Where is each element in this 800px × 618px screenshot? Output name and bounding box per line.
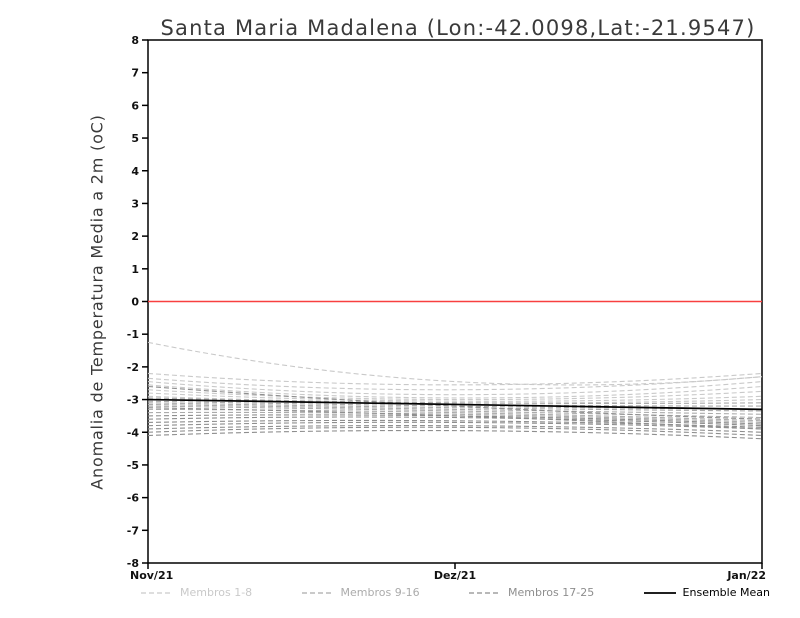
legend: Membros 1-8 Membros 9-16 Membros 17-25 E…	[140, 586, 770, 599]
legend-swatch-dashed-icon	[301, 591, 334, 594]
svg-text:2: 2	[131, 230, 139, 243]
legend-swatch-dashed-icon	[141, 591, 173, 594]
svg-text:6: 6	[131, 99, 139, 112]
svg-text:-4: -4	[127, 426, 140, 439]
svg-text:Dez/21: Dez/21	[434, 569, 476, 582]
svg-text:0: 0	[131, 296, 139, 309]
svg-text:3: 3	[131, 197, 139, 210]
svg-text:-2: -2	[127, 361, 139, 374]
svg-text:7: 7	[131, 67, 139, 80]
svg-text:-7: -7	[127, 524, 139, 537]
svg-text:4: 4	[131, 165, 139, 178]
legend-label: Membros 17-25	[508, 586, 595, 599]
chart-title: Santa Maria Madalena (Lon:-42.0098,Lat:-…	[160, 16, 756, 40]
svg-text:5: 5	[131, 132, 139, 145]
svg-text:-6: -6	[127, 492, 140, 505]
legend-label: Membros 1-8	[180, 586, 253, 599]
legend-item-members-17-25: Membros 17-25	[468, 586, 594, 599]
legend-swatch-solid-icon	[643, 591, 676, 594]
svg-text:8: 8	[131, 34, 139, 47]
legend-label: Ensemble Mean	[682, 586, 770, 599]
legend-swatch-dashed-icon	[469, 591, 502, 594]
legend-label: Membros 9-16	[340, 586, 420, 599]
svg-text:1: 1	[131, 263, 139, 276]
svg-text:Nov/21: Nov/21	[130, 569, 173, 582]
svg-text:-8: -8	[127, 557, 139, 570]
svg-text:-3: -3	[127, 394, 139, 407]
legend-item-ensemble-mean: Ensemble Mean	[643, 586, 770, 599]
svg-text:-1: -1	[127, 328, 139, 341]
legend-item-members-9-16: Membros 9-16	[301, 586, 420, 599]
svg-text:Jan/22: Jan/22	[726, 569, 766, 582]
svg-text:-5: -5	[127, 459, 139, 472]
legend-item-members-1-8: Membros 1-8	[140, 586, 252, 599]
